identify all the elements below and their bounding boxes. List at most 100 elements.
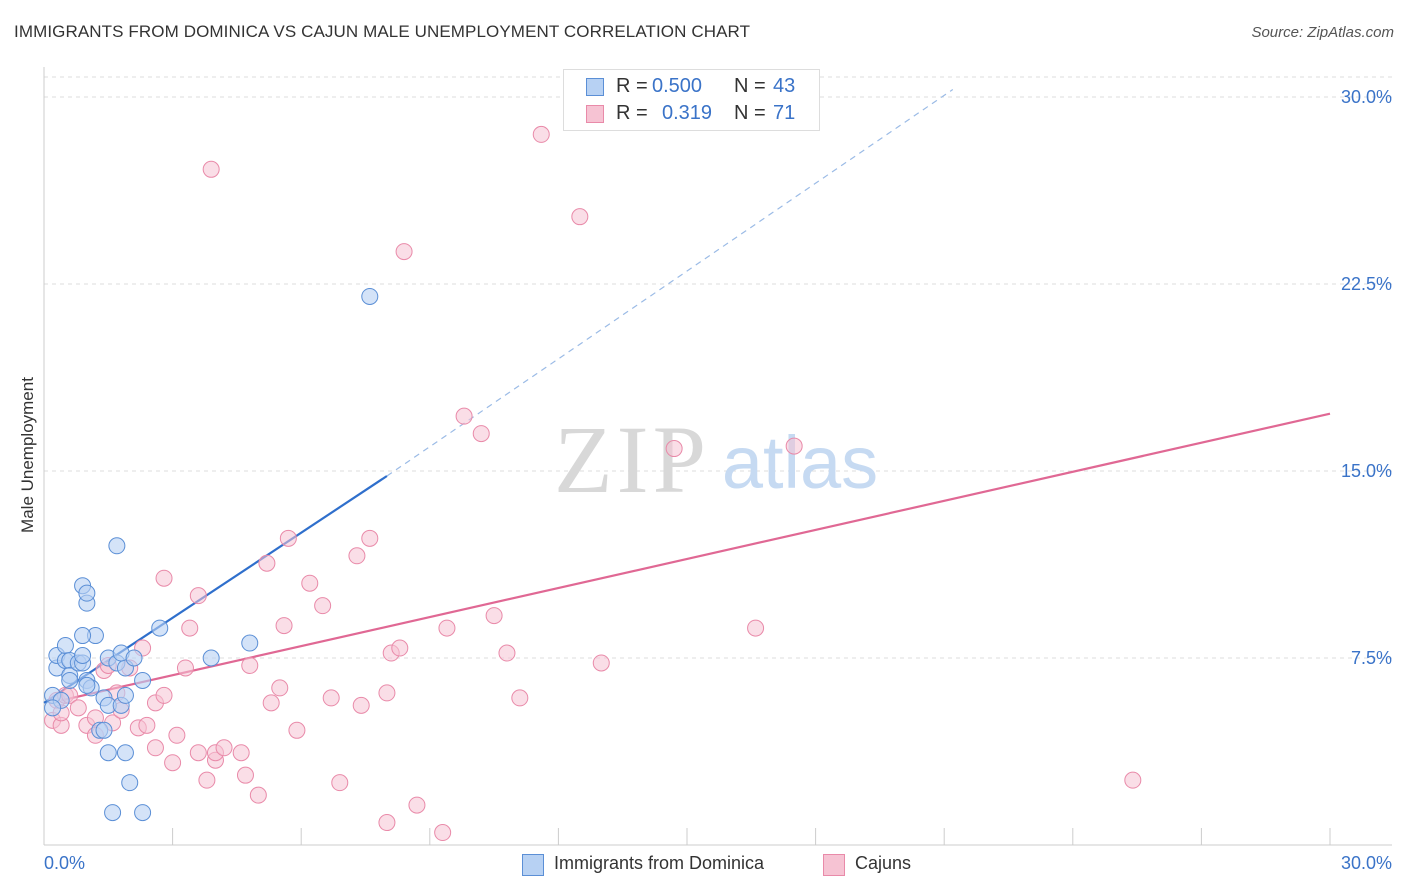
cajuns-point (391, 639, 409, 657)
cajuns-point (241, 656, 259, 674)
legend-r-label: R = (616, 102, 648, 124)
dominica-trend-line (43, 475, 388, 704)
cajuns-point (262, 694, 280, 712)
chart-title: IMMIGRANTS FROM DOMINICA VS CAJUN MALE U… (14, 22, 751, 41)
y-tick-label: 15.0% (1341, 461, 1392, 481)
cajuns-point (146, 739, 164, 757)
cajuns-point (258, 554, 276, 572)
legend-swatch-pink (823, 854, 845, 876)
cajuns-point (485, 607, 503, 625)
dominica-point (44, 699, 62, 717)
y-tick-label: 22.5% (1341, 274, 1392, 294)
cajuns-point (202, 160, 220, 178)
cajuns-point (181, 619, 199, 637)
cajuns-point (331, 774, 349, 792)
watermark: ZIP atlas (554, 406, 878, 513)
legend-swatch-blue (522, 854, 544, 876)
source-label: Source: ZipAtlas.com (1251, 24, 1394, 41)
dominica-point (78, 584, 96, 602)
legend-label-cajuns: Cajuns (855, 853, 912, 873)
cajuns-point (378, 814, 396, 832)
dominica-point (202, 649, 220, 667)
legend-n-label: N = (734, 75, 766, 97)
tick-labels: 7.5% 15.0% 22.5% 30.0% 0.0% 30.0% (44, 87, 1392, 873)
cajuns-trend-line (60, 412, 1331, 702)
trend-lines (43, 89, 1331, 704)
cajuns-point (532, 125, 550, 143)
cajuns-point (438, 619, 456, 637)
cajuns-point (361, 529, 379, 547)
cajuns-point (498, 644, 516, 662)
cajuns-point (189, 587, 207, 605)
legend-r-value: 0.319 (662, 102, 713, 124)
cajuns-point (408, 796, 426, 814)
dominica-point (134, 671, 152, 689)
dominica-point (74, 627, 92, 645)
dominica-point (116, 744, 134, 762)
cajuns-point (434, 824, 452, 842)
dominica-point (116, 686, 134, 704)
cajuns-point (472, 425, 490, 443)
cajuns-points (44, 125, 1142, 842)
dominica-point (361, 287, 379, 305)
cajuns-point (155, 569, 173, 587)
cajuns-point (168, 726, 186, 744)
cajuns-point (571, 208, 589, 226)
cajuns-point (378, 684, 396, 702)
dominica-points (44, 287, 379, 822)
legend-r-label: R = (616, 75, 648, 97)
correlation-legend: R = 0.500 N = 43 R = 0.319 N = 71 (563, 69, 820, 131)
cajuns-point (176, 659, 194, 677)
dominica-point (78, 676, 96, 694)
dominica-point (121, 774, 139, 792)
dominica-point (95, 721, 113, 739)
cajuns-point (747, 619, 765, 637)
cajuns-point (348, 547, 366, 565)
dominica-point (241, 634, 259, 652)
dominica-point (56, 637, 74, 655)
legend-n-value: 43 (773, 75, 796, 97)
cajuns-point (395, 243, 413, 261)
legend-swatch-blue (586, 78, 604, 96)
cajuns-point (511, 689, 529, 707)
cajuns-point (301, 574, 319, 592)
cajuns-point (352, 696, 370, 714)
dominica-point (125, 649, 143, 667)
legend-n-value: 71 (773, 102, 796, 124)
cajuns-point (198, 771, 216, 789)
axes (43, 67, 1392, 846)
cajuns-point (232, 744, 250, 762)
cajuns-point (322, 689, 340, 707)
cajuns-point (314, 597, 332, 615)
dominica-point (99, 744, 117, 762)
cajuns-point (164, 754, 182, 772)
cajuns-point (455, 407, 473, 425)
dominica-point (104, 804, 122, 822)
dominica-trend-extension (386, 89, 954, 477)
legend-label-dominica: Immigrants from Dominica (554, 853, 765, 873)
cajuns-point (288, 721, 306, 739)
cajuns-point (785, 437, 803, 455)
y-tick-label: 7.5% (1351, 648, 1392, 668)
cajuns-point (69, 699, 87, 717)
gridlines (44, 76, 1392, 659)
cajuns-point (1124, 771, 1142, 789)
x-tick-label-max: 30.0% (1341, 853, 1392, 873)
cajuns-point (155, 686, 173, 704)
cajuns-point (236, 766, 254, 784)
x-tick-label-min: 0.0% (44, 853, 85, 873)
dominica-point (61, 671, 79, 689)
cajuns-point (138, 716, 156, 734)
cajuns-point (279, 529, 297, 547)
cajuns-point (271, 679, 289, 697)
cajuns-point (249, 786, 267, 804)
watermark-zip: ZIP (554, 406, 710, 513)
legend-swatch-pink (586, 105, 604, 123)
legend-r-value: 0.500 (652, 75, 703, 97)
cajuns-point (665, 440, 683, 458)
cajuns-point (275, 617, 293, 635)
dominica-point (151, 619, 169, 637)
dominica-point (74, 647, 92, 665)
watermark-atlas: atlas (722, 421, 878, 504)
